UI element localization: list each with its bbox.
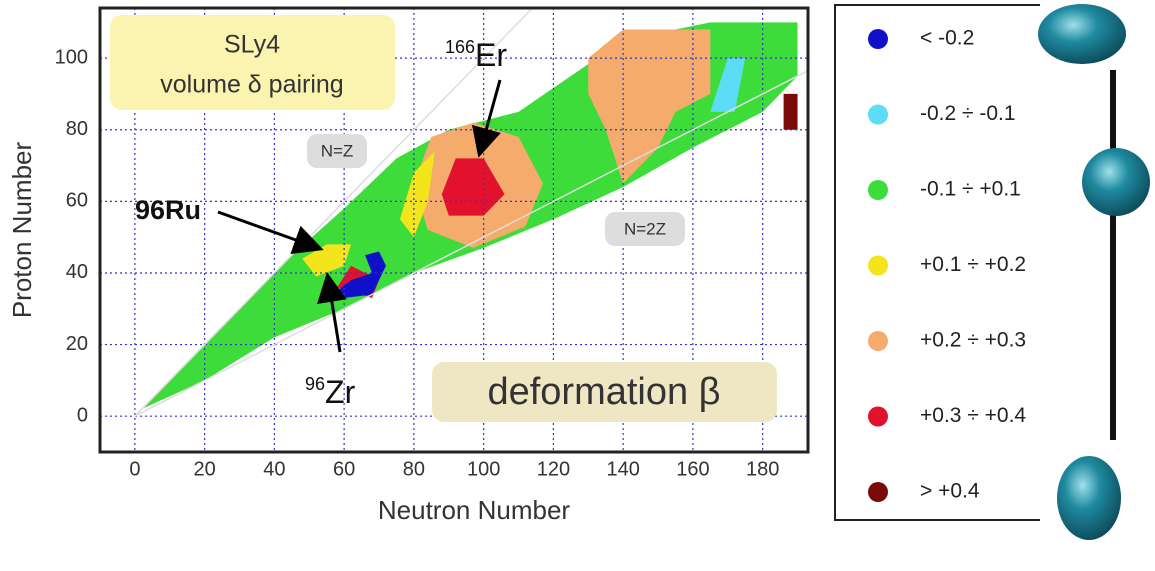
legend-marker bbox=[868, 255, 888, 276]
y-tick-label: 100 bbox=[55, 46, 88, 68]
spherical-shape bbox=[1082, 148, 1150, 216]
ru-label: 96Ru bbox=[135, 195, 201, 225]
n2z-label: N=2Z bbox=[624, 219, 666, 238]
er-arrow bbox=[471, 79, 502, 158]
legend-marker bbox=[868, 406, 888, 427]
ru-arrow bbox=[217, 210, 324, 254]
legend-label: < -0.2 bbox=[920, 27, 974, 50]
x-tick-label: 140 bbox=[606, 458, 639, 480]
legend-frame bbox=[834, 4, 1040, 521]
deformation-region bbox=[337, 251, 386, 299]
y-tick-label: 0 bbox=[77, 404, 88, 426]
x-tick-label: 100 bbox=[467, 458, 500, 480]
y-tick-label: 40 bbox=[66, 261, 88, 283]
deformation-region bbox=[783, 93, 798, 130]
y-tick-label: 60 bbox=[66, 190, 88, 212]
legend-label: -0.2 ÷ -0.1 bbox=[920, 102, 1016, 125]
x-tick-label: 160 bbox=[676, 458, 709, 480]
plot-frame bbox=[98, 6, 810, 454]
pairing-label: volume δ pairing bbox=[160, 71, 343, 99]
x-tick-label: 40 bbox=[263, 458, 285, 480]
legend-label: +0.2 ÷ +0.3 bbox=[920, 329, 1026, 352]
x-tick-label: 20 bbox=[194, 458, 216, 480]
y-axis-label: Proton Number bbox=[7, 142, 37, 319]
isotope-symbol: Zr bbox=[325, 374, 356, 410]
isotope-mass: 166 bbox=[445, 37, 475, 57]
zr-arrow bbox=[317, 272, 347, 353]
quantity-label: deformation β bbox=[487, 371, 720, 413]
x-tick-label: 120 bbox=[537, 458, 570, 480]
quantity-box bbox=[432, 362, 777, 422]
deformation-region bbox=[710, 58, 746, 112]
n-equals-z-line bbox=[134, 7, 534, 417]
deformation-region bbox=[588, 29, 711, 184]
deformation-region bbox=[441, 158, 505, 216]
nz-label: N=Z bbox=[321, 141, 354, 160]
isotope-symbol: Er bbox=[475, 37, 507, 73]
x-tick-label: 180 bbox=[746, 458, 779, 480]
y-tick-label: 20 bbox=[66, 333, 88, 355]
legend-marker bbox=[868, 180, 888, 200]
isotope-mass: 96 bbox=[305, 374, 325, 394]
legend-marker bbox=[868, 482, 888, 502]
legend-marker bbox=[868, 104, 888, 125]
nz-box bbox=[307, 134, 367, 168]
isotope-label: 96Zr bbox=[305, 374, 356, 411]
y-tick-label: 80 bbox=[66, 118, 88, 140]
model-box bbox=[110, 15, 395, 110]
model-label: SLy4 bbox=[224, 31, 280, 59]
x-axis-label: Neutron Number bbox=[378, 495, 571, 525]
deformation-region bbox=[399, 151, 435, 238]
legend-marker bbox=[868, 331, 888, 351]
legend-label: > +0.4 bbox=[920, 480, 980, 503]
x-tick-label: 60 bbox=[333, 458, 355, 480]
legend-label: +0.3 ÷ +0.4 bbox=[920, 404, 1026, 427]
n-equals-2z-line bbox=[134, 69, 809, 417]
legend-label: +0.1 ÷ +0.2 bbox=[920, 253, 1026, 276]
oblate-shape bbox=[1038, 4, 1126, 64]
legend-label: -0.1 ÷ +0.1 bbox=[920, 178, 1021, 201]
prolate-shape bbox=[1057, 456, 1121, 540]
isotope-label: 166Er bbox=[445, 37, 507, 74]
x-tick-label: 0 bbox=[129, 458, 140, 480]
legend-marker bbox=[868, 29, 888, 49]
x-tick-label: 80 bbox=[403, 458, 425, 480]
n2z-box bbox=[605, 212, 685, 246]
